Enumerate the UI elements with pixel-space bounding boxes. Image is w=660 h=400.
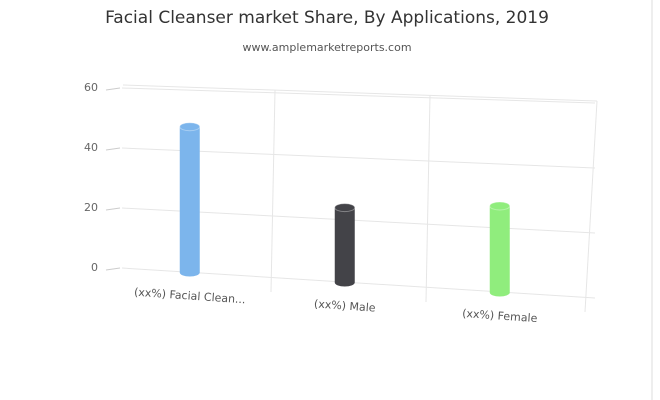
- y-tick-label: 40: [84, 141, 98, 154]
- bar-cap: [489, 201, 511, 211]
- bar: [489, 205, 510, 297]
- grid-line: [121, 267, 596, 299]
- plot-edge: [122, 84, 598, 102]
- grid-line: [121, 207, 596, 234]
- bar: [334, 207, 355, 287]
- grid-line: [121, 147, 596, 169]
- y-tick-label: 60: [84, 81, 98, 94]
- grid-line: [121, 87, 596, 104]
- bar-cap: [334, 203, 356, 213]
- plot-edge: [584, 100, 598, 313]
- y-tick-label: 20: [84, 201, 98, 214]
- chart-subtitle: www.amplemarketreports.com: [242, 41, 411, 54]
- y-tick: [105, 87, 121, 91]
- y-tick: [105, 207, 121, 211]
- y-tick-label: 0: [91, 261, 98, 274]
- bar-cap: [179, 122, 201, 132]
- vertical-grid: [425, 94, 431, 303]
- chart-title: Facial Cleanser market Share, By Applica…: [105, 8, 549, 28]
- x-tick-label: (xx%) Female: [462, 307, 538, 325]
- vertical-grid: [270, 89, 276, 293]
- y-tick: [105, 267, 121, 271]
- bar: [179, 126, 200, 277]
- x-tick-label: (xx%) Male: [314, 297, 377, 314]
- y-tick: [105, 147, 121, 151]
